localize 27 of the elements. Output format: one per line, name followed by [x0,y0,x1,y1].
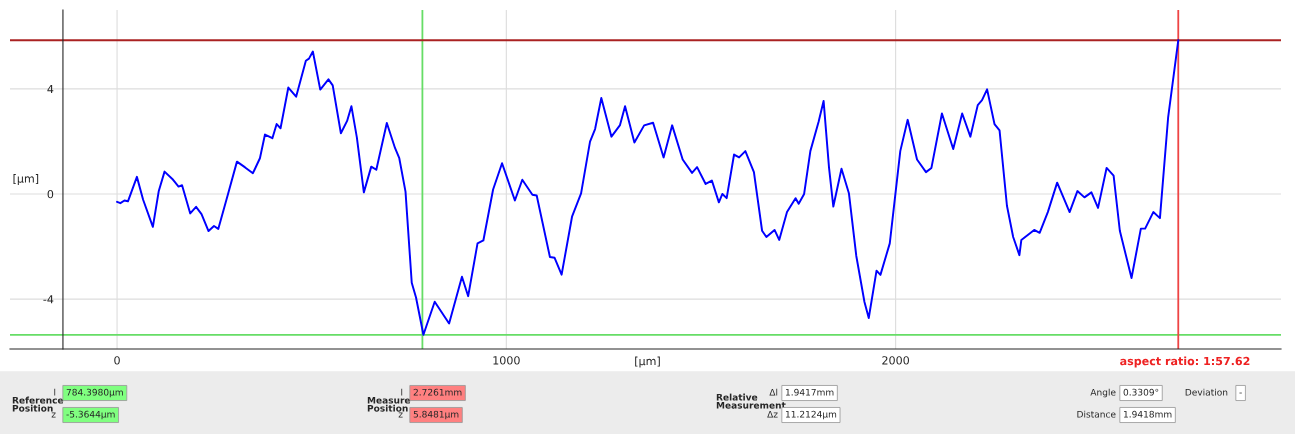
text: Δz [767,410,778,418]
y-axis-title: [µm] [13,174,39,185]
text: l [54,388,56,396]
text: 2.7261mm [413,388,462,396]
y-tick-label: 4 [47,84,54,94]
text: 1.9417mm [785,388,834,396]
line-series [116,39,1180,336]
text: Angle [1090,388,1116,398]
text: 0.3309° [1123,388,1159,396]
text: 5.8481µm [413,410,459,420]
text: aspect ratio: 1:57.62 [1120,356,1250,368]
text: 11.2124µm [785,410,837,420]
text: 784.3980µm [66,388,123,398]
text: Distance [1077,410,1116,418]
y-tick-label: 0 [47,189,54,199]
y-tick-label: -4 [43,295,54,304]
text: -5.3644µm [66,410,115,420]
x-axis-title: [µm] [635,356,660,368]
x-tick-label: 1000 [493,356,520,365]
text: 1.9418mm [1123,410,1172,418]
text: z [398,412,403,418]
x-tick-label: 0 [114,356,120,365]
text: - [1239,392,1242,394]
text: l [401,388,403,396]
x-tick-label: 2000 [882,356,910,365]
text: z [51,412,56,418]
text: Deviation [1185,388,1228,396]
